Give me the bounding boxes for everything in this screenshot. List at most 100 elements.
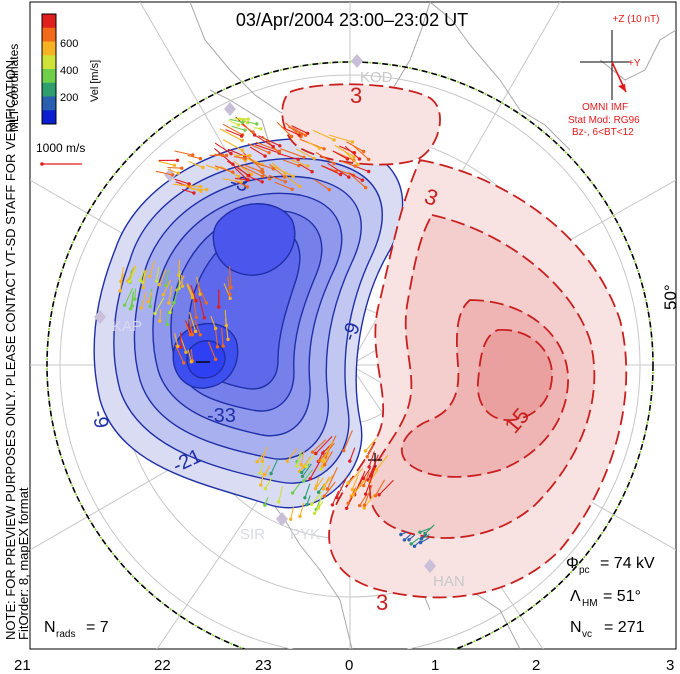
velocity-vector	[174, 150, 193, 156]
stat-value: = 7	[86, 619, 109, 636]
velocity-vector-origin	[269, 471, 273, 476]
velocity-vector	[331, 490, 340, 506]
radar-label: KAP	[112, 318, 142, 335]
velocity-vector	[181, 184, 201, 188]
velocity-vector-origin	[229, 151, 233, 156]
velocity-vector	[370, 465, 377, 477]
velocity-vector-origin	[255, 122, 259, 126]
latitude-label: 50°	[661, 284, 680, 310]
velocity-vector	[119, 273, 124, 291]
velocity-vector-origin	[243, 156, 248, 161]
velocity-vector	[147, 291, 153, 302]
velocity-vector	[180, 275, 184, 287]
velocity-vector	[314, 179, 330, 191]
velocity-vector-origin	[309, 502, 314, 507]
velocity-vector-origin	[268, 177, 272, 181]
velocity-vector	[149, 260, 156, 277]
velocity-vector-origin	[412, 544, 417, 548]
velocity-vector	[225, 129, 242, 137]
velocity-vector-origin	[204, 301, 208, 305]
velocity-vector	[167, 168, 179, 174]
velocity-vector-origin	[205, 187, 209, 192]
velocity-vector-origin	[289, 134, 294, 139]
velocity-vector	[257, 170, 271, 180]
velocity-vector	[233, 156, 246, 160]
velocity-vector-origin	[321, 451, 325, 455]
velocity-vector-origin	[260, 174, 265, 179]
velocity-vector-origin	[158, 319, 162, 323]
velocity-vector	[219, 128, 243, 141]
velocity-vector-origin	[306, 164, 310, 168]
velocity-vector-origin	[302, 479, 306, 483]
velocity-vector-origin	[255, 460, 259, 464]
velocity-vector-origin	[240, 148, 245, 152]
imf-z-label: +Z (10 nT)	[613, 14, 660, 25]
velocity-vector	[165, 269, 170, 286]
velocity-vector	[290, 159, 309, 167]
velocity-vector	[259, 461, 265, 474]
velocity-vector	[226, 160, 250, 176]
mlt-tick: 3	[666, 657, 674, 674]
velocity-vector-origin	[247, 173, 251, 178]
velocity-vector	[154, 297, 165, 314]
velocity-vector-origin	[118, 289, 122, 293]
velocity-vector	[299, 163, 313, 173]
velocity-vector-origin	[263, 154, 267, 158]
velocity-vector-origin	[239, 180, 243, 184]
velocity-vector	[306, 141, 320, 149]
velocity-vector	[229, 118, 243, 123]
velocity-vector	[188, 160, 204, 169]
radar-count: N rads = 7	[44, 619, 109, 640]
velocity-vector-origin	[320, 459, 325, 464]
velocity-vector-origin	[182, 361, 186, 365]
velocity-vector-origin	[357, 157, 362, 161]
velocity-vector-origin	[263, 486, 268, 491]
stat-symbol: Λ	[570, 588, 581, 605]
velocity-vector	[174, 333, 179, 347]
radar-label: PYK	[290, 526, 320, 543]
velocity-vector-origin	[229, 286, 233, 290]
velocity-vector	[214, 328, 219, 347]
contour-label-neg: -33	[207, 405, 236, 427]
velocity-vector	[270, 164, 294, 177]
velocity-vector-origin	[325, 487, 330, 491]
velocity-vector-origin	[172, 301, 176, 305]
coastline	[429, 2, 571, 151]
cross-polar-potential: Φ pc = 74 kV	[566, 555, 655, 576]
velocity-vector-origin	[157, 283, 161, 287]
radar-label: HAN	[433, 573, 465, 590]
velocity-vector	[178, 271, 181, 289]
velocity-vector-origin	[236, 123, 241, 127]
velocity-vector	[374, 479, 386, 497]
negative-potential-cell	[93, 138, 404, 509]
velocity-vector-origin	[228, 296, 232, 301]
velocity-vector	[186, 283, 194, 296]
velocity-vector	[352, 144, 370, 160]
velocity-vector	[328, 134, 353, 143]
velocity-vector-origin	[314, 451, 318, 456]
velocity-vector-origin	[216, 305, 221, 309]
velocity-vector-origin	[224, 153, 229, 158]
velocity-vector-origin	[202, 316, 206, 320]
velocity-scale: 1000 m/s	[36, 141, 85, 166]
velocity-vector	[327, 162, 350, 178]
velocity-vector-origin	[377, 493, 381, 497]
velocity-vector	[231, 125, 246, 131]
velocity-vector-origin	[215, 167, 219, 171]
velocity-vector-origin	[251, 130, 255, 134]
velocity-vector-origin	[352, 151, 357, 155]
mlt-tick: 22	[154, 657, 171, 674]
velocity-vector	[365, 475, 373, 495]
velocity-vector	[290, 507, 294, 520]
velocity-vector	[323, 481, 336, 497]
velocity-vector	[190, 349, 194, 362]
velocity-vector-origin	[418, 540, 423, 545]
velocity-vector-origin	[312, 511, 317, 515]
imf-dial: +Z (10 nT) +Y OMNI IMF Stat Mod: RG96 Bz…	[568, 14, 659, 138]
velocity-vector	[324, 435, 337, 458]
radar-site-marker	[224, 102, 236, 116]
velocity-vector-origin	[180, 166, 184, 170]
velocity-vector-origin	[271, 167, 276, 171]
velocity-vector	[261, 446, 268, 462]
